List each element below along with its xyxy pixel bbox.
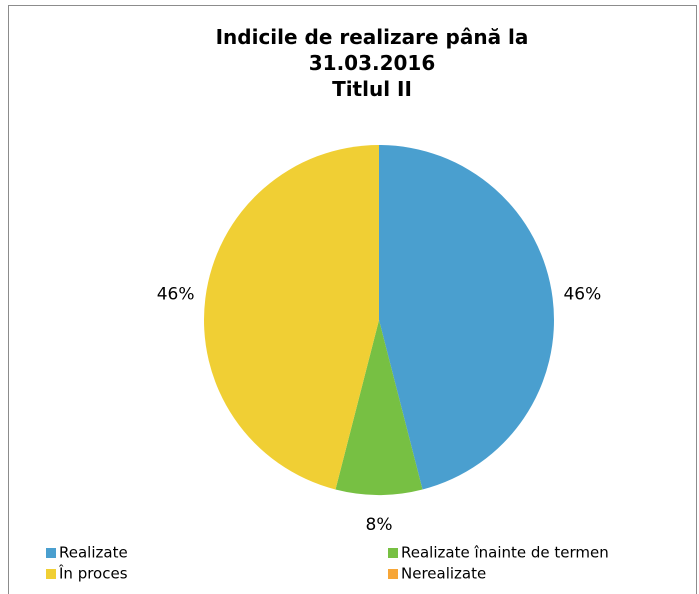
pie-slice [204, 144, 379, 490]
legend-label: Nerealizate [401, 565, 486, 583]
data-label: 46% [157, 284, 195, 304]
legend-swatch [46, 548, 56, 558]
chart-title: 31.03.2016 [309, 51, 436, 75]
legend-swatch [388, 569, 398, 579]
pie-slice [379, 145, 554, 490]
chart-title: Titlul II [332, 77, 412, 101]
legend-label: Realizate [59, 544, 128, 562]
data-label: 8% [366, 515, 393, 535]
legend-label: Realizate înainte de termen [401, 544, 609, 562]
legend-label: În proces [58, 564, 128, 583]
data-label: 46% [563, 284, 601, 304]
pie-slice [335, 320, 423, 495]
legend-swatch [46, 569, 56, 579]
chart-title: Indicile de realizare până la [216, 25, 529, 49]
legend-swatch [388, 548, 398, 558]
